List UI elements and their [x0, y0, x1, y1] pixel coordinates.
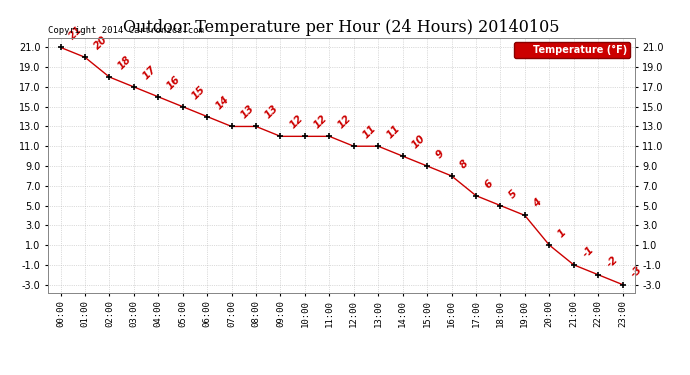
Text: 17: 17 — [141, 64, 158, 81]
Text: 20: 20 — [92, 34, 109, 52]
Text: 15: 15 — [190, 84, 207, 101]
Text: 21: 21 — [68, 24, 85, 42]
Text: -3: -3 — [629, 264, 644, 279]
Text: 4: 4 — [532, 198, 544, 210]
Text: 1: 1 — [556, 227, 569, 240]
Text: 11: 11 — [361, 123, 378, 141]
Text: 18: 18 — [117, 54, 134, 72]
Text: 16: 16 — [165, 74, 183, 91]
Text: -2: -2 — [605, 254, 620, 269]
Text: 6: 6 — [483, 178, 495, 190]
Text: 13: 13 — [239, 104, 256, 121]
Text: -1: -1 — [581, 244, 596, 259]
Text: 14: 14 — [214, 94, 231, 111]
Text: 5: 5 — [507, 188, 520, 200]
Text: 13: 13 — [263, 104, 280, 121]
Text: 12: 12 — [312, 114, 329, 131]
Text: 12: 12 — [288, 114, 305, 131]
Title: Outdoor Temperature per Hour (24 Hours) 20140105: Outdoor Temperature per Hour (24 Hours) … — [124, 19, 560, 36]
Text: 8: 8 — [458, 158, 471, 170]
Text: 10: 10 — [410, 133, 427, 150]
Text: 9: 9 — [434, 148, 446, 160]
Text: Copyright 2014 Cartronics.com: Copyright 2014 Cartronics.com — [48, 26, 204, 35]
Legend: Temperature (°F): Temperature (°F) — [514, 42, 630, 58]
Text: 11: 11 — [385, 123, 402, 141]
Text: 12: 12 — [336, 114, 353, 131]
